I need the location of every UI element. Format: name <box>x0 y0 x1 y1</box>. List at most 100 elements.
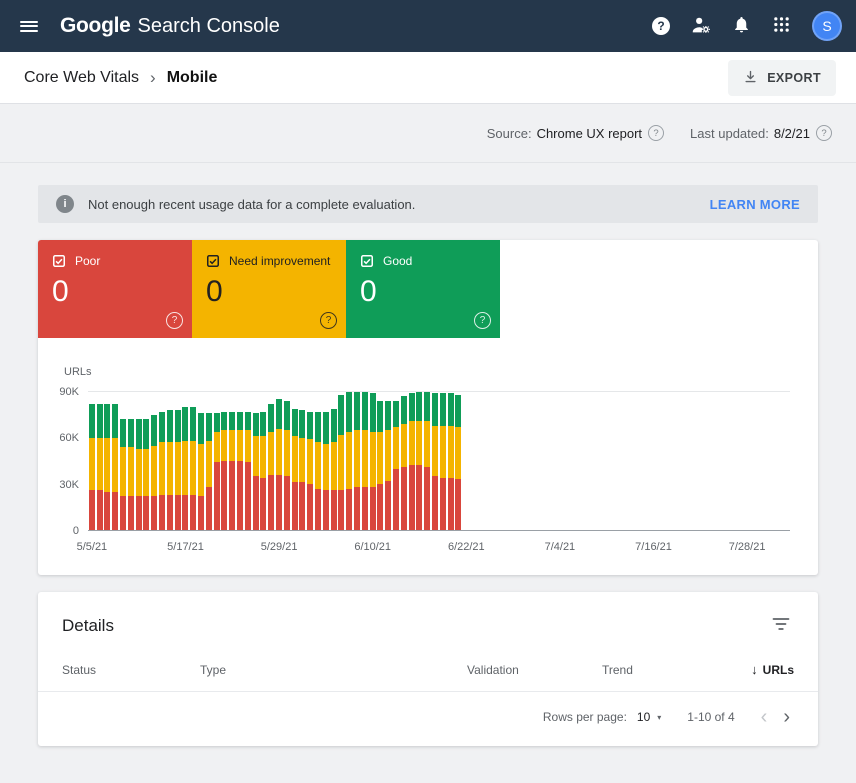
chart-bar[interactable] <box>158 384 166 530</box>
chart-bar[interactable] <box>346 384 353 530</box>
app-logo[interactable]: Google Search Console <box>60 14 280 38</box>
chart-bar[interactable] <box>229 384 236 530</box>
chart-bar[interactable] <box>291 384 298 530</box>
chart-bar[interactable] <box>385 384 392 530</box>
bar-segment-good <box>338 394 345 435</box>
chart-bar[interactable] <box>205 384 212 530</box>
chart-bar[interactable] <box>283 384 290 530</box>
tile-help-icon[interactable]: ? <box>166 312 183 329</box>
bar-segment-good <box>205 413 212 441</box>
breadcrumb-bar: Core Web Vitals › Mobile EXPORT <box>0 52 856 104</box>
bar-segment-good <box>104 404 111 438</box>
tile-value: 0 <box>206 275 223 308</box>
chart-bar[interactable] <box>400 384 407 530</box>
chart-bar[interactable] <box>353 384 361 530</box>
bar-segment-poor <box>299 482 306 530</box>
chart-bar[interactable] <box>127 384 134 530</box>
bar-segment-good <box>88 404 95 438</box>
chart-bar[interactable] <box>182 384 189 530</box>
column-header-status[interactable]: Status <box>62 662 97 677</box>
chart-bar[interactable] <box>439 384 446 530</box>
last-updated-help-icon[interactable]: ? <box>816 125 832 141</box>
breadcrumb-section[interactable]: Core Web Vitals <box>24 68 140 86</box>
column-header-validation[interactable]: Validation <box>467 662 519 677</box>
notifications-button[interactable] <box>722 7 760 45</box>
column-header-urls[interactable]: ↓ URLs <box>720 662 794 677</box>
help-button[interactable]: ? <box>642 7 680 45</box>
chart-bar[interactable] <box>416 384 423 530</box>
learn-more-link[interactable]: LEARN MORE <box>709 196 800 212</box>
chart-bar[interactable] <box>135 384 142 530</box>
chart-bar[interactable] <box>268 384 275 530</box>
chart-bar[interactable] <box>213 384 220 530</box>
chart-bar[interactable] <box>322 384 329 530</box>
tile-good[interactable]: Good 0 ? <box>346 240 500 338</box>
chart-bar[interactable] <box>244 384 251 530</box>
user-settings-button[interactable] <box>682 7 720 45</box>
chart-bar[interactable] <box>252 384 259 530</box>
bar-segment-good <box>135 419 142 449</box>
chart-bar[interactable] <box>424 384 431 530</box>
bar-segment-need-improvement <box>143 448 150 497</box>
prev-page-button[interactable]: ‹ <box>753 707 776 727</box>
tile-help-icon[interactable]: ? <box>474 312 491 329</box>
apps-button[interactable] <box>762 7 800 45</box>
bar-segment-need-improvement <box>291 436 298 483</box>
bar-segment-good <box>197 413 205 444</box>
next-page-button[interactable]: › <box>775 707 798 727</box>
rows-per-page-select[interactable]: 10 ▾ <box>637 710 661 724</box>
bar-segment-poor <box>166 494 173 530</box>
bar-segment-good <box>221 411 228 431</box>
bar-segment-good <box>143 419 150 449</box>
chart-bar[interactable] <box>447 384 454 530</box>
bar-segment-poor <box>455 479 462 530</box>
chart-bar[interactable] <box>361 384 368 530</box>
chart-bar[interactable] <box>431 384 439 530</box>
bar-segment-need-improvement <box>268 431 275 475</box>
column-header-trend[interactable]: Trend <box>602 662 633 677</box>
source-help-icon[interactable]: ? <box>648 125 665 141</box>
account-avatar[interactable]: S <box>812 11 842 41</box>
user-settings-icon <box>690 14 712 39</box>
chart-bar[interactable] <box>260 384 267 530</box>
chart-bar[interactable] <box>119 384 127 530</box>
details-card: Details Status Type Validation Trend ↓ U… <box>38 592 818 746</box>
chart-bar[interactable] <box>88 384 95 530</box>
export-button[interactable]: EXPORT <box>728 59 836 96</box>
chart-bar[interactable] <box>330 384 337 530</box>
chart-bar[interactable] <box>377 384 384 530</box>
tile-need-improvement[interactable]: Need improvement 0 ? <box>192 240 346 338</box>
chart-bar[interactable] <box>197 384 205 530</box>
menu-button[interactable] <box>10 7 48 45</box>
chart-bar[interactable] <box>112 384 119 530</box>
checkbox-checked-icon[interactable] <box>360 254 374 268</box>
chart-bar[interactable] <box>299 384 306 530</box>
chart-bar[interactable] <box>174 384 181 530</box>
chart-bar[interactable] <box>104 384 111 530</box>
checkbox-checked-icon[interactable] <box>52 254 66 268</box>
google-logo-text: Google <box>60 14 131 37</box>
chart-bar[interactable] <box>151 384 158 530</box>
column-header-type[interactable]: Type <box>200 662 227 677</box>
tile-poor[interactable]: Poor 0 ? <box>38 240 192 338</box>
chart-bar[interactable] <box>455 384 462 530</box>
chart-bar[interactable] <box>190 384 197 530</box>
bar-segment-need-improvement <box>431 425 439 477</box>
chart-bar[interactable] <box>221 384 228 530</box>
chart-bar[interactable] <box>275 384 283 530</box>
checkbox-checked-icon[interactable] <box>206 254 220 268</box>
chart-bar[interactable] <box>392 384 400 530</box>
chart-bar[interactable] <box>369 384 376 530</box>
filter-button[interactable] <box>768 613 794 638</box>
chart-bar[interactable] <box>408 384 415 530</box>
chart-bar[interactable] <box>96 384 103 530</box>
chart-bar[interactable] <box>314 384 322 530</box>
bar-segment-good <box>369 393 376 432</box>
chart-bar[interactable] <box>143 384 150 530</box>
tile-help-icon[interactable]: ? <box>320 312 337 329</box>
tile-value: 0 <box>52 275 69 308</box>
chart-bar[interactable] <box>338 384 345 530</box>
chart-bar[interactable] <box>236 384 244 530</box>
chart-bar[interactable] <box>166 384 173 530</box>
chart-bar[interactable] <box>307 384 314 530</box>
